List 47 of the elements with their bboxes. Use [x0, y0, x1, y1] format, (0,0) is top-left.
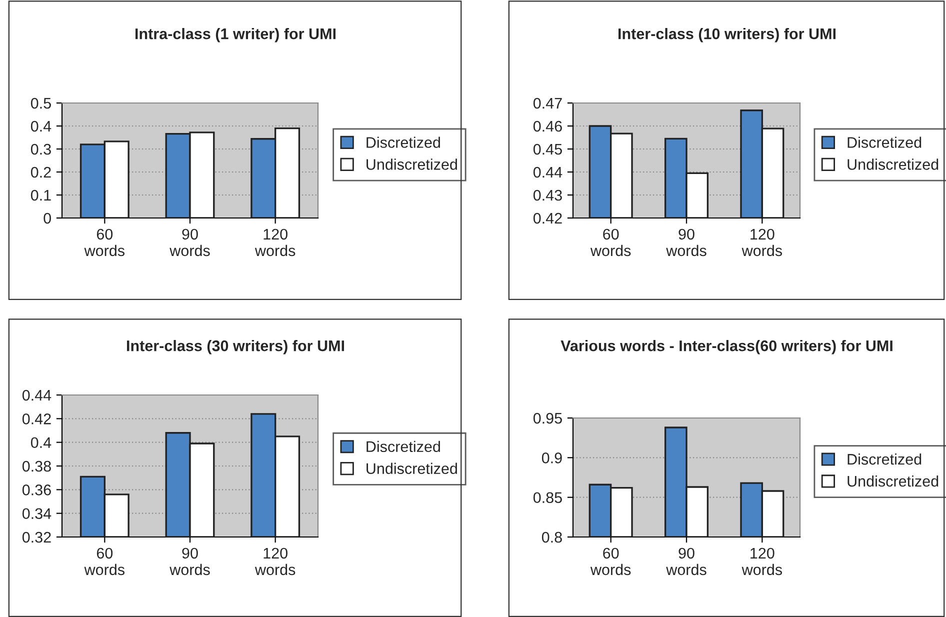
x-tick-label: 120 words — [254, 228, 296, 256]
legend-label: Undiscretized — [366, 158, 457, 170]
legend-label: Undiscretized — [848, 158, 938, 170]
y-tick-label: 0.32 — [22, 532, 51, 543]
x-tick-label: 120 words — [742, 228, 782, 256]
legend-label: Undiscretized — [366, 462, 457, 474]
y-tick-label: 0.45 — [533, 144, 562, 155]
y-tick-label: 0.3 — [30, 144, 51, 155]
chart-title: Intra-class (1 writer) for UMI — [136, 28, 336, 42]
legend-label: Undiscretized — [848, 475, 938, 487]
y-tick-label: 0.95 — [533, 412, 562, 424]
legend-label: Discretized — [366, 136, 440, 148]
y-tick-label: 0.47 — [533, 98, 562, 109]
y-tick-label: 0 — [44, 212, 51, 224]
x-tick-label: 90 words — [170, 548, 210, 576]
x-tick-label: 60 words — [590, 548, 631, 576]
y-tick-label: 0.44 — [533, 166, 562, 178]
chart-title: Various words - Inter-class(60 writers) for UMI — [560, 340, 892, 354]
legend-label: Discretized — [848, 136, 922, 148]
y-tick-label: 0.43 — [533, 190, 562, 201]
x-tick-label: 90 words — [170, 228, 210, 256]
chart-title: Inter-class (30 writers) for UMI — [127, 340, 344, 354]
y-tick-label: 0.4 — [30, 437, 52, 448]
x-tick-label: 60 words — [84, 228, 124, 256]
chart-title: Inter-class (10 writers) for UMI — [618, 28, 836, 42]
x-tick-label: 90 words — [666, 228, 706, 256]
y-tick-label: 0.2 — [30, 166, 51, 178]
y-tick-label: 0.46 — [533, 120, 562, 132]
y-tick-label: 0.9 — [542, 452, 562, 464]
legend-label: Discretized — [848, 453, 922, 465]
y-tick-label: 0.4 — [30, 120, 52, 132]
y-tick-label: 0.44 — [22, 390, 52, 401]
y-tick-label: 0.1 — [30, 190, 51, 201]
x-tick-label: 60 words — [84, 548, 124, 576]
x-tick-label: 90 words — [666, 548, 706, 576]
y-tick-label: 0.8 — [542, 532, 562, 543]
y-tick-label: 0.42 — [533, 212, 562, 224]
y-tick-label: 0.5 — [30, 98, 51, 109]
x-tick-label: 120 words — [254, 548, 296, 576]
y-tick-label: 0.34 — [22, 508, 52, 520]
y-tick-label: 0.42 — [22, 414, 51, 424]
legend-label: Discretized — [366, 440, 440, 452]
y-tick-label: 0.85 — [533, 492, 562, 504]
x-tick-label: 60 words — [590, 228, 631, 256]
y-tick-label: 0.38 — [22, 460, 51, 472]
x-tick-label: 120 words — [742, 548, 782, 576]
y-tick-label: 0.36 — [22, 484, 51, 496]
